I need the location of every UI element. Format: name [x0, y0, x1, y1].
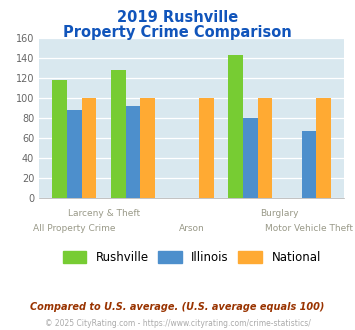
Bar — [82, 98, 96, 198]
Bar — [111, 70, 126, 198]
Text: Compared to U.S. average. (U.S. average equals 100): Compared to U.S. average. (U.S. average … — [30, 302, 325, 312]
Text: Motor Vehicle Theft: Motor Vehicle Theft — [265, 224, 353, 233]
Text: All Property Crime: All Property Crime — [33, 224, 115, 233]
Bar — [67, 110, 82, 198]
Text: Property Crime Comparison: Property Crime Comparison — [63, 25, 292, 40]
Bar — [316, 98, 331, 198]
Text: Arson: Arson — [179, 224, 204, 233]
Legend: Rushville, Illinois, National: Rushville, Illinois, National — [58, 247, 326, 269]
Bar — [52, 80, 67, 198]
Bar — [302, 131, 316, 198]
Bar — [199, 98, 214, 198]
Text: 2019 Rushville: 2019 Rushville — [117, 10, 238, 25]
Bar — [140, 98, 155, 198]
Bar — [126, 106, 140, 198]
Bar — [228, 55, 243, 198]
Text: Larceny & Theft: Larceny & Theft — [67, 209, 140, 218]
Text: © 2025 CityRating.com - https://www.cityrating.com/crime-statistics/: © 2025 CityRating.com - https://www.city… — [45, 319, 310, 328]
Text: Burglary: Burglary — [261, 209, 299, 218]
Bar — [258, 98, 272, 198]
Bar — [243, 118, 258, 198]
